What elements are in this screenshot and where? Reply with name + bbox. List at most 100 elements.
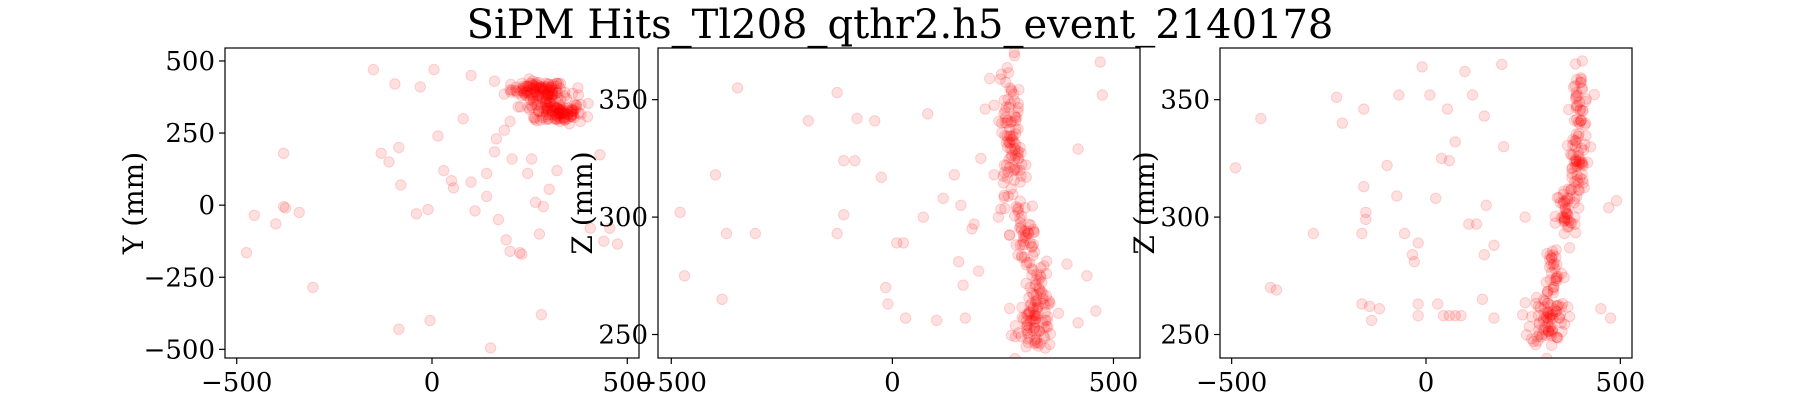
data-point <box>554 77 567 90</box>
data-point <box>1008 174 1020 186</box>
data-point <box>554 115 566 128</box>
data-point <box>481 167 493 180</box>
data-point <box>542 89 554 101</box>
data-point <box>544 101 556 114</box>
data-point <box>997 177 1010 189</box>
data-point <box>532 82 544 94</box>
data-point <box>1532 301 1545 313</box>
data-point <box>1029 308 1041 321</box>
data-point <box>537 82 549 95</box>
data-point <box>849 155 861 167</box>
data-point <box>1264 281 1277 294</box>
data-point <box>611 238 624 250</box>
data-point <box>897 237 910 249</box>
data-point <box>999 202 1011 215</box>
data-point <box>1561 213 1573 226</box>
data-point <box>1408 256 1421 268</box>
data-point <box>1005 133 1018 146</box>
data-point <box>1032 301 1044 313</box>
data-point <box>1551 192 1564 204</box>
data-point <box>277 200 290 213</box>
data-point <box>532 105 545 118</box>
data-point <box>543 85 555 97</box>
data-point <box>1412 310 1424 322</box>
data-point <box>1576 157 1588 170</box>
data-point <box>1541 352 1553 358</box>
data-point <box>1000 159 1012 172</box>
data-point <box>1023 292 1035 304</box>
data-point <box>1519 211 1531 223</box>
data-point <box>1570 128 1583 140</box>
data-point <box>570 102 582 114</box>
data-point <box>541 101 553 114</box>
data-point <box>999 117 1011 129</box>
data-point <box>516 82 528 95</box>
data-point <box>545 90 558 103</box>
data-point <box>1558 271 1570 284</box>
data-point <box>1041 311 1054 323</box>
data-point <box>937 192 949 205</box>
data-point <box>1579 138 1591 151</box>
data-point <box>547 100 559 113</box>
data-point <box>1023 218 1035 230</box>
data-point <box>534 83 547 96</box>
data-point <box>540 97 552 109</box>
data-point <box>533 228 546 240</box>
data-point <box>1011 164 1023 176</box>
data-point <box>955 199 967 212</box>
data-point <box>1009 162 1021 174</box>
data-point <box>1604 312 1617 324</box>
data-point <box>1546 309 1558 321</box>
data-point <box>880 281 892 294</box>
data-point <box>1038 322 1051 334</box>
data-point <box>1544 313 1557 326</box>
data-point <box>527 79 539 91</box>
data-point <box>1037 317 1049 329</box>
data-point <box>1008 164 1020 176</box>
data-point <box>566 87 579 100</box>
data-point <box>1009 163 1021 176</box>
data-point <box>554 112 566 124</box>
data-point <box>504 245 516 258</box>
data-point <box>1025 219 1037 231</box>
data-point <box>1363 300 1376 312</box>
data-point <box>1573 150 1585 162</box>
data-point <box>1550 244 1562 256</box>
x-tick-label: 0 <box>424 368 441 398</box>
x-tick-label: 500 <box>602 368 652 398</box>
data-point <box>562 102 574 114</box>
data-point <box>542 112 555 125</box>
data-point <box>1398 227 1411 240</box>
data-point <box>1033 284 1046 296</box>
data-point <box>1009 149 1022 162</box>
data-point <box>562 108 574 121</box>
data-point <box>1569 176 1581 188</box>
data-point <box>1459 65 1471 78</box>
data-point <box>1039 342 1052 354</box>
data-point <box>1520 329 1533 341</box>
data-point <box>1255 112 1267 125</box>
data-point <box>1030 312 1042 325</box>
data-point <box>997 170 1009 182</box>
data-point <box>1012 206 1025 218</box>
data-point <box>1550 270 1563 283</box>
data-point <box>1563 220 1575 233</box>
data-point <box>1356 227 1368 240</box>
data-point <box>531 114 543 127</box>
data-point <box>528 113 541 126</box>
data-point <box>556 107 568 119</box>
data-point <box>1574 103 1587 116</box>
data-point <box>1012 327 1025 339</box>
data-point <box>1009 331 1022 343</box>
data-point <box>1027 264 1039 276</box>
data-point <box>1576 104 1589 117</box>
data-point <box>1373 303 1386 315</box>
data-point <box>1545 299 1557 311</box>
data-point <box>1012 249 1024 261</box>
data-point <box>1560 206 1572 218</box>
data-point <box>1610 195 1623 207</box>
data-point <box>1003 302 1016 315</box>
data-point <box>1001 141 1014 154</box>
data-point <box>1547 249 1559 261</box>
data-point <box>1012 123 1024 135</box>
